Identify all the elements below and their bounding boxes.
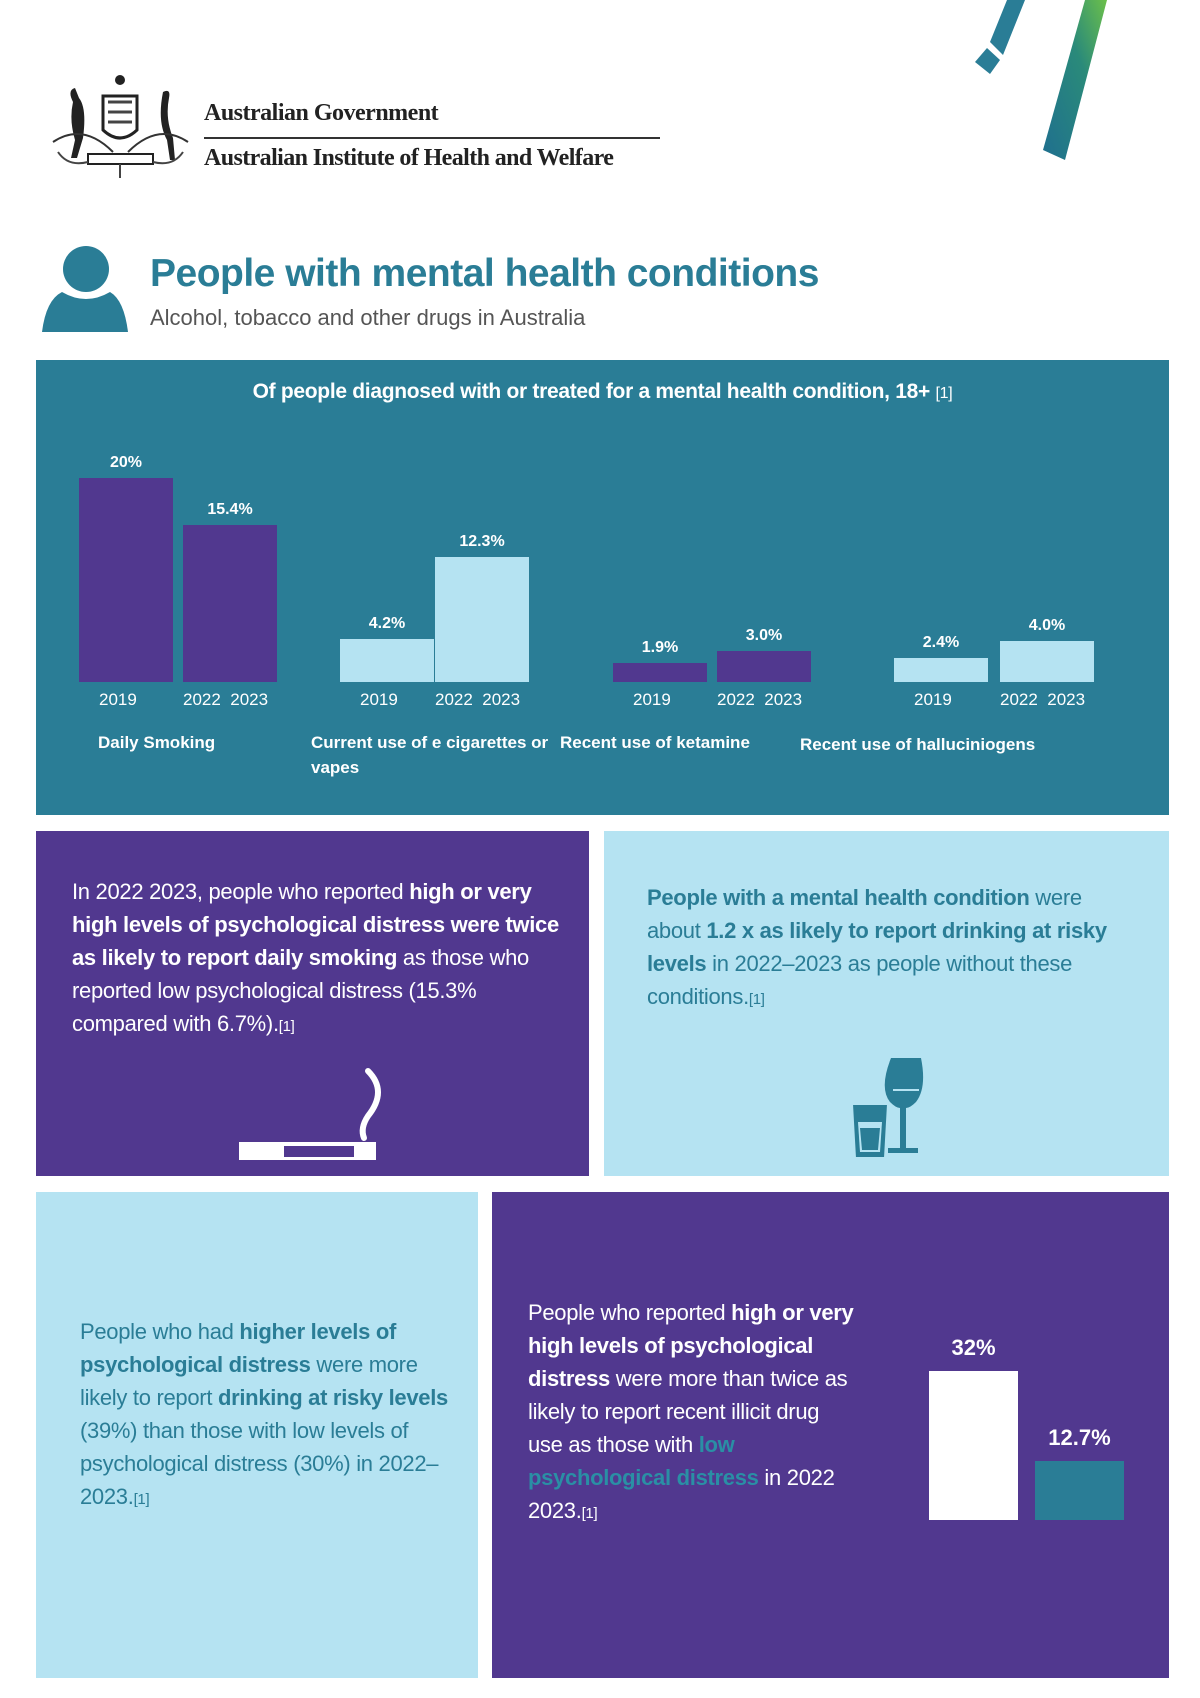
smoking-distress-text: In 2022 2023, people who reported high o… (72, 875, 572, 1043)
bar (1000, 641, 1094, 682)
year-label: 2019 (360, 690, 398, 709)
data-label: 1.9% (641, 638, 679, 656)
smoking-distress-box: In 2022 2023, people who reported high o… (36, 831, 589, 1176)
text-segment: in 2022 2023. (528, 1465, 835, 1523)
bar (1035, 1460, 1124, 1520)
coat-of-arms-logo (52, 75, 189, 178)
text-emphasis: higher levels of psychological distress (80, 1319, 396, 1377)
data-label: 4.2% (368, 615, 406, 633)
risky-drinking-box: People who had higher levels of psycholo… (36, 1192, 478, 1678)
bar (183, 524, 277, 682)
illicit-drug-box: People who reported high or very high le… (492, 1192, 1169, 1678)
decorative-slash-graphic (975, 0, 1107, 160)
illicit-drug-text: People who reported high or very high le… (528, 1296, 858, 1530)
category-label: Current use of e cigarettes or vapes (311, 733, 549, 777)
risky-drinking-text: People who had higher levels of psycholo… (80, 1315, 450, 1516)
chart-panel: Of people diagnosed with or treated for … (36, 360, 1169, 815)
bar (613, 662, 707, 682)
data-label: 15.4% (207, 500, 253, 518)
bar (929, 1370, 1018, 1520)
data-label: 12.7% (1048, 1424, 1111, 1450)
year-label: 2022 2023 (435, 690, 521, 709)
agency-label: Australian Institute of Health and Welfa… (204, 145, 614, 171)
reference-link[interactable]: [1] (133, 1491, 150, 1508)
year-label: 2022 2023 (183, 690, 269, 709)
glasses-icon (850, 1058, 924, 1159)
text-emphasis: high or very high levels of psychologica… (528, 1300, 854, 1391)
text-emphasis: People with a mental health condition (647, 885, 1030, 910)
category-label: Daily Smoking (98, 733, 216, 752)
chart-title-text: Of people diagnosed with or treated for … (252, 380, 931, 403)
data-label: 2.4% (922, 633, 960, 651)
drinking-condition-box: People with a mental health condition we… (604, 831, 1169, 1176)
text-segment: In 2022 2023, people who reported (72, 879, 410, 904)
text-emphasis: drinking at risky levels (217, 1385, 448, 1410)
year-label: 2022 2023 (1000, 690, 1086, 709)
drinking-condition-text: People with a mental health condition we… (647, 881, 1127, 1016)
data-label: 32% (951, 1334, 996, 1360)
text-highlight: low psychological distress (528, 1432, 759, 1490)
bar (435, 556, 529, 682)
bar (79, 478, 173, 682)
person-icon (42, 246, 128, 332)
data-label: 20% (109, 454, 143, 471)
divider (204, 137, 660, 139)
year-label: 2019 (914, 690, 952, 709)
text-emphasis: 1.2 x as likely to report drinking at ri… (647, 918, 1107, 976)
text-segment: (39%) than those with low levels of psyc… (80, 1418, 439, 1509)
text-segment: were more likely to report (80, 1352, 418, 1410)
reference-link[interactable]: [1] (278, 1018, 295, 1035)
category-label: Recent use of halluciniogens (800, 735, 1036, 754)
year-label: 2019 (633, 690, 671, 709)
cigarette-icon (239, 1068, 381, 1160)
text-segment: as those who reported low psychological … (72, 945, 529, 1036)
page-title: People with mental health conditions (150, 252, 819, 295)
bar (894, 657, 988, 682)
bar (340, 639, 434, 682)
government-label: Australian Government (204, 100, 439, 126)
bar (717, 651, 811, 682)
data-label: 3.0% (745, 627, 783, 645)
data-label: 4.0% (1028, 617, 1066, 635)
text-segment: were more than twice as likely to report… (528, 1366, 848, 1457)
page-subtitle: Alcohol, tobacco and other drugs in Aust… (150, 305, 586, 330)
reference-link[interactable]: [1] (935, 385, 953, 402)
text-segment: were about (647, 885, 1082, 943)
category-label: Recent use of ketamine (560, 733, 750, 752)
data-label: 12.3% (459, 532, 505, 550)
reference-link[interactable]: [1] (748, 991, 765, 1008)
year-label: 2019 (99, 690, 137, 709)
reference-link[interactable]: [1] (581, 1505, 598, 1522)
year-label: 2022 2023 (717, 690, 803, 709)
text-emphasis: high or very high levels of psychologica… (72, 879, 559, 970)
text-segment: People who reported (528, 1300, 732, 1325)
text-segment: in 2022–2023 as people without these con… (647, 951, 1073, 1009)
chart-title: Of people diagnosed with or treated for … (36, 380, 1169, 404)
text-segment: People who had (80, 1319, 240, 1344)
